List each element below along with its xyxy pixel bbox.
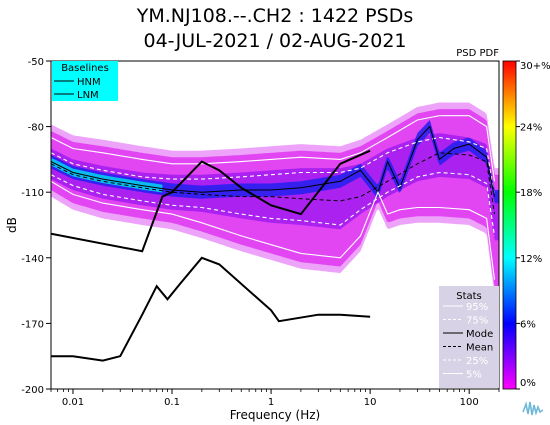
- colorbar-title: PSD PDF: [456, 48, 499, 59]
- x-tick-label: 1: [268, 397, 274, 408]
- stats-legend-item: 75%: [466, 316, 488, 327]
- baselines-legend-title: Baselines: [61, 63, 109, 74]
- colorbar-gradient: [502, 60, 517, 390]
- x-axis-label: Frequency (Hz): [230, 408, 321, 422]
- baselines-legend: Baselines HNM LNM: [52, 61, 118, 101]
- pdf-band-peak: [51, 157, 163, 193]
- colorbar-tick-label: 12%: [520, 254, 542, 265]
- chart-title-block: YM.NJ108.--.CH2 : 1422 PSDs 04-JUL-2021 …: [0, 4, 550, 54]
- stats-legend-item: 5%: [466, 370, 482, 381]
- x-tick-label: 0.01: [62, 397, 84, 408]
- series-line-mode: [51, 125, 495, 197]
- y-tick-label: -50: [28, 57, 44, 68]
- series-line-mean: [51, 152, 495, 215]
- baseline-lnm: [51, 256, 371, 362]
- y-tick-label: -80: [28, 123, 44, 134]
- stats-legend-item: 25%: [466, 356, 488, 367]
- baseline-lines: [51, 149, 371, 362]
- baselines-legend-hnm: HNM: [77, 77, 101, 88]
- series-line-25pct: [51, 171, 496, 236]
- colorbar: PSD PDF 0% 6% 12% 18% 24% 30+%: [456, 48, 550, 390]
- pdf-density-layer: [51, 102, 499, 295]
- series-line-5pct: [51, 180, 496, 280]
- y-tick-label: -200: [21, 385, 44, 396]
- x-axis: 0.01 0.1 1 10 100: [50, 389, 500, 408]
- y-axis-label: dB: [5, 217, 19, 233]
- stats-legend-item: 95%: [466, 302, 488, 313]
- x-tick-label: 0.1: [164, 397, 180, 408]
- colorbar-tick-label: 24%: [520, 123, 542, 134]
- y-tick-label: -170: [21, 319, 44, 330]
- colorbar-tick-label: 18%: [520, 188, 542, 199]
- x-tick-label: 10: [364, 397, 377, 408]
- y-axis: -50 -80 -110 -140 -170 -200: [21, 57, 51, 396]
- colorbar-tick-label: 6%: [520, 319, 536, 330]
- colorbar-tick-label: 30+%: [520, 61, 550, 72]
- plot-frame: [50, 60, 500, 390]
- x-tick-label: 100: [460, 397, 479, 408]
- stats-legend-item: Mode: [466, 329, 493, 340]
- series-line-95pct: [51, 115, 496, 182]
- stats-legend-title: Stats: [456, 291, 482, 302]
- colorbar-tick-label: 0%: [520, 378, 536, 389]
- pdf-band-core: [51, 120, 499, 204]
- logo-icon: [521, 398, 545, 420]
- y-tick-label: -110: [21, 188, 44, 199]
- stats-legend-item: Mean: [466, 343, 493, 354]
- stats-legend: Stats 95% 75% Mode Mean 25% 5%: [439, 286, 499, 388]
- series-line-75pct: [51, 136, 496, 197]
- y-tick-label: -140: [21, 254, 44, 265]
- chart-title: YM.NJ108.--.CH2 : 1422 PSDs: [136, 5, 414, 27]
- chart-subtitle: 04-JUL-2021 / 02-AUG-2021: [143, 30, 407, 52]
- baselines-legend-lnm: LNM: [77, 90, 99, 101]
- stats-lines: [51, 115, 496, 280]
- baseline-hnm: [51, 149, 371, 253]
